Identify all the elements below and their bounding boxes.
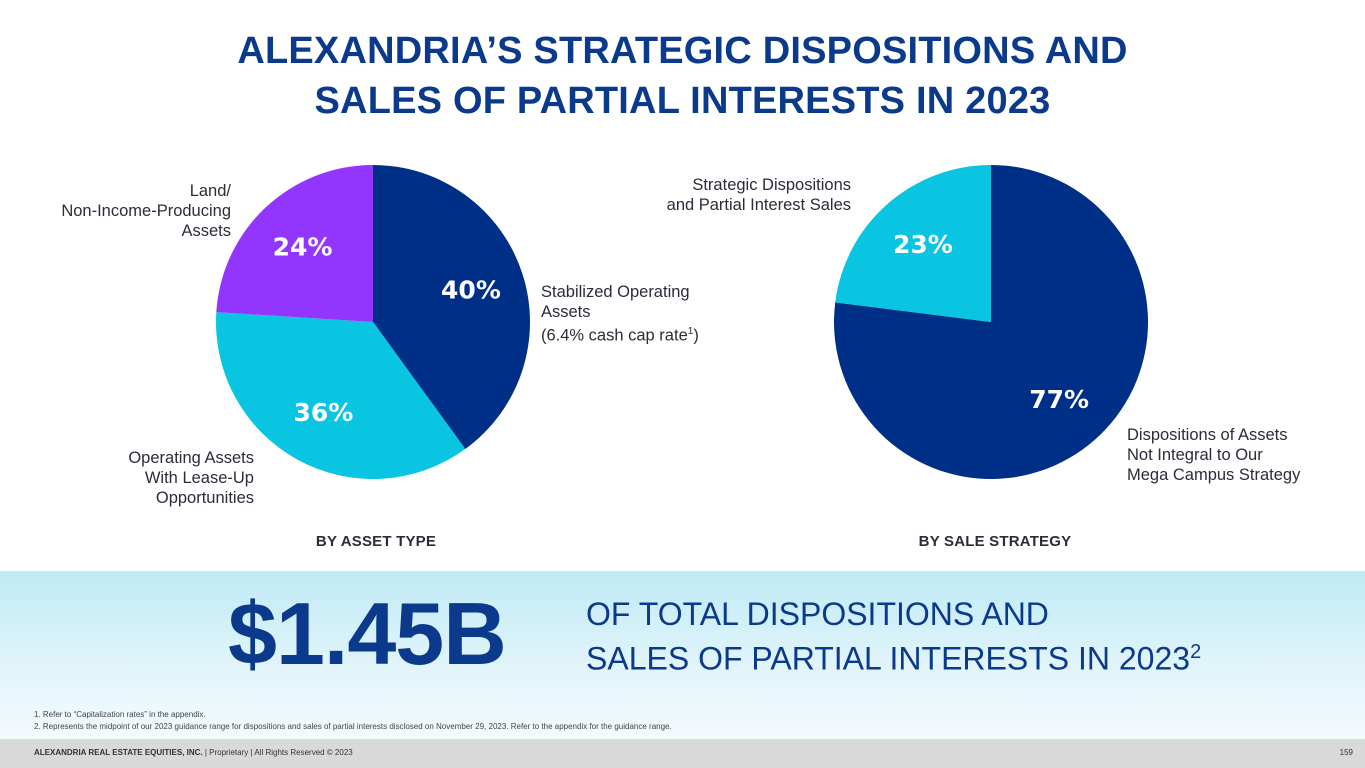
pie-slice-0-0 (373, 165, 530, 450)
total-description-line-1: OF TOTAL DISPOSITIONS AND (586, 596, 1049, 632)
pie-value-label-0-0: 40% (441, 276, 501, 305)
total-description-line-2: SALES OF PARTIAL INTERESTS IN 20232 (586, 640, 1202, 677)
pie-chart-asset-type: 40% 36% 24% (216, 165, 530, 479)
label-stabilized-operating-assets: Stabilized Operating Assets (6.4% cash c… (541, 283, 699, 345)
highlight-band (0, 571, 1365, 739)
pie-value-label-0-2: 24% (273, 232, 333, 261)
pie-value-label-1-0: 77% (1029, 385, 1089, 414)
label-strategic-dispositions: Strategic Dispositions and Partial Inter… (666, 176, 851, 214)
pie-value-label-0-1: 36% (293, 398, 353, 427)
footnote-2: 2. Represents the midpoint of our 2023 g… (34, 722, 672, 731)
footer-bar: ALEXANDRIA REAL ESTATE EQUITIES, INC. | … (0, 739, 1365, 768)
title-line-1: ALEXANDRIA’S STRATEGIC DISPOSITIONS AND (237, 30, 1128, 72)
total-amount: $1.45B (228, 584, 507, 683)
total-description: OF TOTAL DISPOSITIONS AND SALES OF PARTI… (586, 595, 1201, 678)
pie-slice-0-1 (216, 312, 466, 479)
pie-value-label-1-1: 23% (893, 230, 953, 259)
label-land-non-income: Land/ Non-Income-Producing Assets (61, 182, 231, 240)
title-line-2: SALES OF PARTIAL INTERESTS IN 2023 (314, 80, 1051, 122)
page-number: 159 (1339, 748, 1353, 757)
caption-by-sale-strategy: BY SALE STRATEGY (918, 533, 1072, 550)
pie-slice-1-1 (835, 165, 991, 322)
pie-chart-sale-strategy: 77% 23% (834, 165, 1148, 480)
label-operating-assets-lease-up: Operating Assets With Lease-Up Opportuni… (128, 449, 254, 507)
label-dispositions-not-integral: Dispositions of Assets Not Integral to O… (1127, 426, 1301, 484)
pie-slice-0-2 (216, 165, 373, 322)
page-title: ALEXANDRIA’S STRATEGIC DISPOSITIONS AND … (0, 26, 1365, 126)
footnote-1: 1. Refer to “Capitalization rates” in th… (34, 710, 206, 719)
footer-copyright: ALEXANDRIA REAL ESTATE EQUITIES, INC. | … (34, 748, 353, 757)
caption-by-asset-type: BY ASSET TYPE (315, 533, 437, 550)
pie-slice-1-0 (834, 165, 1148, 480)
